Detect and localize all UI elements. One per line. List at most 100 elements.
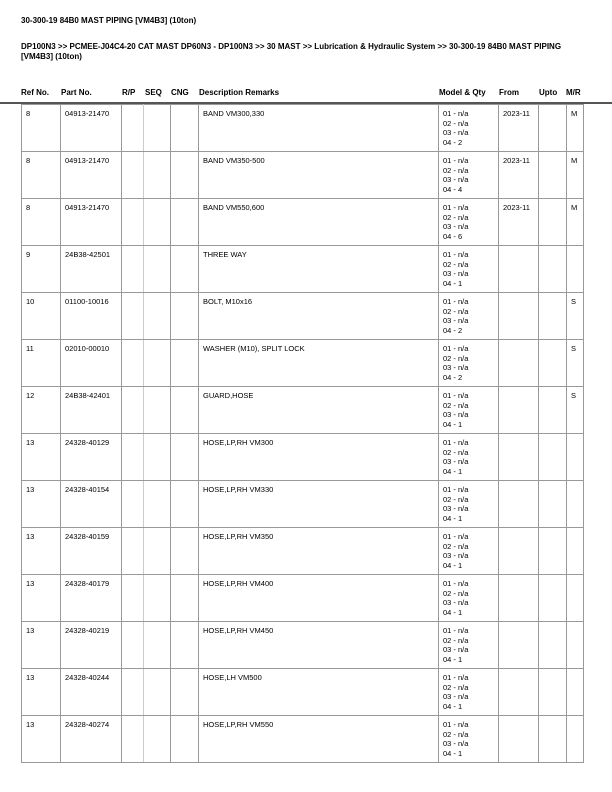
part-no-cell: 24328-40274 [60, 715, 122, 763]
part-no-cell: 24B38-42501 [60, 245, 122, 293]
model-qty-line: 04 - 1 [443, 560, 463, 570]
seq-cell [143, 198, 171, 246]
mr-cell [566, 621, 584, 669]
from-cell: 2023-11 [498, 104, 539, 152]
model-qty-line: 02 - n/a [443, 118, 469, 128]
seq-cell [143, 527, 171, 575]
description-cell: HOSE,LH VM500 [198, 668, 439, 716]
model-qty-line: 04 - 4 [443, 184, 463, 194]
part-no-cell: 24328-40179 [60, 574, 122, 622]
part-no-cell: 01100-10016 [60, 292, 122, 340]
seq-cell [143, 715, 171, 763]
ref-cell: 10 [21, 292, 61, 340]
model-qty-line: 03 - n/a [443, 739, 469, 748]
ref-cell: 13 [21, 574, 61, 622]
upto-cell [538, 715, 567, 763]
cng-cell [170, 621, 199, 669]
model-qty-cell: 01 - n/a 02 - n/a 03 - n/a 04 - 1 [438, 527, 499, 575]
description-cell: HOSE,LP,RH VM300 [198, 433, 439, 481]
header-description: Description Remarks [199, 88, 280, 97]
model-qty-line: 03 - n/a [443, 504, 469, 513]
mr-cell [566, 668, 584, 716]
description-cell: HOSE,LP,RH VM350 [198, 527, 439, 575]
mr-cell: S [566, 386, 584, 434]
rp-cell [121, 715, 144, 763]
model-qty-cell: 01 - n/a 02 - n/a 03 - n/a 04 - 1 [438, 386, 499, 434]
upto-cell [538, 574, 567, 622]
upto-cell [538, 104, 567, 152]
model-qty-line: 03 - n/a [443, 692, 469, 701]
parts-table: 8 04913-21470 BAND VM300,330 01 - n/a 02 - n… [21, 104, 584, 763]
ref-cell: 9 [21, 245, 61, 293]
cng-cell [170, 433, 199, 481]
seq-cell [143, 151, 171, 199]
model-qty-line: 01 - n/a [443, 344, 469, 353]
rp-cell [121, 245, 144, 293]
description-cell: BOLT, M10x16 [198, 292, 439, 340]
cng-cell [170, 292, 199, 340]
model-qty-line: 03 - n/a [443, 222, 469, 231]
model-qty-line: 01 - n/a [443, 156, 469, 165]
model-qty-line: 03 - n/a [443, 128, 469, 137]
header-divider [0, 102, 612, 104]
model-qty-line: 04 - 6 [443, 231, 463, 241]
model-qty-line: 04 - 2 [443, 372, 463, 382]
upto-cell [538, 433, 567, 481]
upto-cell [538, 621, 567, 669]
from-cell [498, 715, 539, 763]
model-qty-cell: 01 - n/a 02 - n/a 03 - n/a 04 - 6 [438, 198, 499, 246]
model-qty-line: 03 - n/a [443, 457, 469, 466]
model-qty-cell: 01 - n/a 02 - n/a 03 - n/a 04 - 1 [438, 668, 499, 716]
cng-cell [170, 339, 199, 387]
seq-cell [143, 480, 171, 528]
header-upto: Upto [539, 88, 558, 97]
mr-cell: S [566, 292, 584, 340]
seq-cell [143, 621, 171, 669]
model-qty-line: 02 - n/a [443, 541, 469, 551]
model-qty-cell: 01 - n/a 02 - n/a 03 - n/a 04 - 1 [438, 245, 499, 293]
part-no-cell: 24328-40154 [60, 480, 122, 528]
model-qty-line: 04 - 1 [443, 513, 463, 523]
model-qty-line: 02 - n/a [443, 353, 469, 363]
model-qty-line: 04 - 1 [443, 419, 463, 429]
description-cell: HOSE,LP,RH VM550 [198, 715, 439, 763]
upto-cell [538, 668, 567, 716]
mr-cell [566, 433, 584, 481]
rp-cell [121, 339, 144, 387]
model-qty-line: 02 - n/a [443, 259, 469, 269]
cng-cell [170, 574, 199, 622]
description-cell: HOSE,LP,RH VM330 [198, 480, 439, 528]
model-qty-line: 01 - n/a [443, 438, 469, 447]
model-qty-cell: 01 - n/a 02 - n/a 03 - n/a 04 - 1 [438, 433, 499, 481]
rp-cell [121, 151, 144, 199]
table-row: 13 24328-40129 HOSE,LP,RH VM300 01 - n/a 02 … [21, 433, 584, 481]
mr-cell [566, 480, 584, 528]
from-cell [498, 339, 539, 387]
rp-cell [121, 574, 144, 622]
model-qty-line: 02 - n/a [443, 447, 469, 457]
cng-cell [170, 198, 199, 246]
ref-cell: 13 [21, 480, 61, 528]
model-qty-line: 01 - n/a [443, 626, 469, 635]
rp-cell [121, 386, 144, 434]
ref-cell: 8 [21, 198, 61, 246]
part-no-cell: 04913-21470 [60, 151, 122, 199]
page-title: 30-300-19 84B0 MAST PIPING [VM4B3] (10to… [21, 16, 197, 25]
part-no-cell: 24328-40244 [60, 668, 122, 716]
seq-cell [143, 245, 171, 293]
description-cell: THREE WAY [198, 245, 439, 293]
model-qty-line: 02 - n/a [443, 212, 469, 222]
table-row: 10 01100-10016 BOLT, M10x16 01 - n/a 02 - n/… [21, 292, 584, 340]
ref-cell: 13 [21, 527, 61, 575]
model-qty-line: 02 - n/a [443, 494, 469, 504]
rp-cell [121, 198, 144, 246]
upto-cell [538, 198, 567, 246]
header-seq: SEQ [145, 88, 162, 97]
model-qty-line: 02 - n/a [443, 400, 469, 410]
model-qty-cell: 01 - n/a 02 - n/a 03 - n/a 04 - 1 [438, 480, 499, 528]
model-qty-line: 04 - 1 [443, 654, 463, 664]
part-no-cell: 24328-40219 [60, 621, 122, 669]
model-qty-line: 03 - n/a [443, 410, 469, 419]
from-cell: 2023-11 [498, 151, 539, 199]
description-cell: BAND VM300,330 [198, 104, 439, 152]
